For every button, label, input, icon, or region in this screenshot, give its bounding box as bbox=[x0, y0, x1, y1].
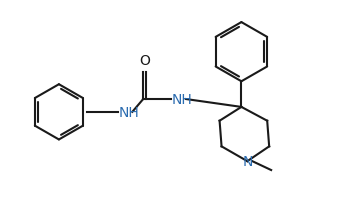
Text: NH: NH bbox=[118, 105, 139, 119]
Text: O: O bbox=[139, 54, 150, 68]
Text: N: N bbox=[242, 154, 252, 168]
Text: NH: NH bbox=[172, 93, 193, 106]
